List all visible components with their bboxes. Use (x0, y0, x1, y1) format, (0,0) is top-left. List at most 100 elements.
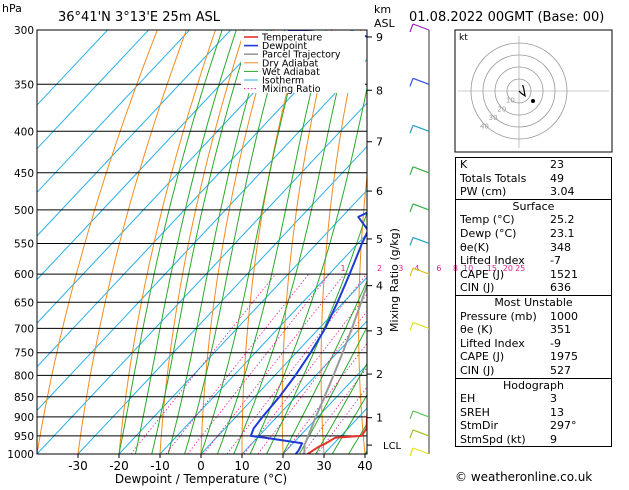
pressure-tick-label: 450 (14, 168, 34, 180)
dry-adiabat-line (430, 30, 448, 454)
most-unstable-box: Most Unstable Pressure (mb)1000 θe (K)35… (455, 295, 612, 379)
pressure-tick-label: 750 (14, 348, 34, 360)
mixing-ratio-line (258, 274, 396, 454)
storm-motion-marker (531, 99, 535, 103)
pressure-tick-label: 500 (14, 205, 34, 217)
index-row: Dewp (°C)23.1 (456, 227, 611, 241)
copyright-footer: © weatheronline.co.uk (455, 470, 592, 484)
height-tick-label: 6 (376, 185, 383, 198)
mixing-ratio-label: 6 (436, 264, 441, 273)
hodograph-ring-label: 40 (480, 123, 489, 131)
pressure-tick-label: 950 (14, 431, 34, 443)
lcl-label: LCL (383, 441, 402, 452)
isotherm-line (0, 30, 231, 454)
height-tick-label: 7 (376, 136, 383, 149)
index-row: CIN (J)636 (456, 281, 611, 295)
wind-barb (413, 448, 429, 454)
hodograph-title: Hodograph (456, 379, 611, 393)
wind-barb (413, 237, 429, 243)
wind-barb (413, 204, 429, 210)
pressure-tick-label: 350 (14, 79, 34, 91)
mixing-ratio-label: 1 (340, 264, 345, 273)
dry-adiabat-line (622, 30, 629, 454)
pressure-tick-label: 600 (14, 269, 34, 281)
datetime-title: 01.08.2022 00GMT (Base: 00) (409, 10, 604, 25)
parcel-trajectory (304, 30, 431, 454)
height-unit: km (374, 3, 391, 16)
wind-barb-flag (410, 411, 413, 419)
index-row: Pressure (mb)1000 (456, 310, 611, 324)
index-row: Temp (°C)25.2 (456, 213, 611, 227)
pressure-tick-label: 550 (14, 238, 34, 250)
wind-barb-flag (410, 204, 413, 212)
wind-barb-flag (410, 268, 413, 276)
pressure-tick-label: 400 (14, 126, 34, 138)
index-row: θe (K)351 (456, 323, 611, 337)
height-tick-label: 3 (376, 325, 383, 338)
index-row: Lifted Index-9 (456, 337, 611, 351)
index-row: PW (cm)3.04 (456, 185, 611, 199)
height-tick-label: 2 (376, 368, 383, 381)
wind-barb-flag (410, 430, 413, 438)
pressure-tick-label: 300 (14, 25, 34, 37)
mixing-ratio-axis-label: Mixing Ratio (g/kg) (388, 228, 401, 332)
wind-barb (413, 167, 429, 173)
pressure-tick-label: 850 (14, 392, 34, 404)
temperature-tick-label: -10 (150, 459, 170, 473)
isotherm-line (0, 30, 395, 454)
index-row: CIN (J)527 (456, 364, 611, 378)
temperature-tick-label: 30 (316, 459, 331, 473)
surface-box: Surface Temp (°C)25.2 Dewp (°C)23.1 θe(K… (455, 199, 612, 296)
wind-barb (413, 78, 429, 84)
hodograph-ring-label: 30 (489, 114, 498, 122)
pressure-tick-label: 800 (14, 370, 34, 382)
wind-barb (413, 411, 429, 417)
pressure-axis: 300 350 400 450 500 550 600 650 700 750 800 850 900 9… (7, 25, 34, 461)
wind-barb (413, 430, 429, 436)
temperature-tick-label: 40 (357, 459, 372, 473)
wind-barb-flag (410, 24, 413, 32)
wind-barb-flag (410, 167, 413, 175)
pressure-tick-label: 900 (14, 412, 34, 424)
wind-barbs (410, 24, 429, 456)
hodograph-unit: kt (459, 33, 468, 43)
x-axis-label: Dewpoint / Temperature (°C) (115, 472, 287, 486)
wind-barb-flag (410, 448, 413, 456)
height-tick-label: 4 (376, 280, 383, 293)
height-unit-sub: ASL (374, 17, 396, 30)
mixing-ratio-lines (131, 274, 452, 454)
temperature-tick-label: 10 (234, 459, 249, 473)
wind-barb (413, 322, 429, 328)
mixing-ratio-line (204, 274, 345, 454)
index-row: Lifted Index-7 (456, 254, 611, 268)
wind-barb-flag (410, 237, 413, 245)
hodograph-ring-label: 20 (497, 105, 506, 113)
pressure-tick-label: 1000 (7, 449, 34, 461)
surface-title: Surface (456, 200, 611, 214)
wind-barb-flag (410, 322, 413, 330)
mixing-ratio-line (166, 274, 309, 454)
height-tick-label: 9 (376, 31, 383, 44)
hodograph-ring-label: 10 (506, 97, 515, 105)
height-tick-label: 5 (376, 233, 383, 246)
temperature-tick-label: 0 (197, 459, 205, 473)
temperature-tick-label: 20 (275, 459, 290, 473)
height-tick-label: 1 (376, 412, 383, 425)
pressure-tick-label: 650 (14, 297, 34, 309)
pressure-unit: hPa (2, 2, 22, 15)
most-unstable-title: Most Unstable (456, 296, 611, 310)
location-title: 36°41'N 3°13'E 25m ASL (58, 10, 221, 25)
pressure-tick-label: 700 (14, 323, 34, 335)
index-row: StmSpd (kt)9 (456, 433, 611, 447)
wind-barb-flag (410, 125, 413, 133)
index-row: CAPE (J)1975 (456, 350, 611, 364)
